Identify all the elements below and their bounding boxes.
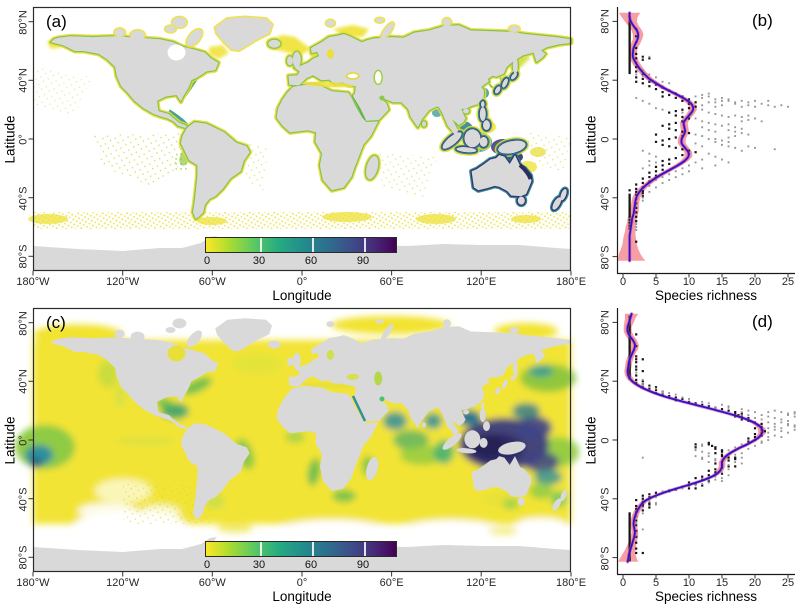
map-c-ytick: 40°N xyxy=(17,369,30,395)
colorbar-gradient xyxy=(205,237,397,253)
scatter-points-light xyxy=(635,55,789,231)
scatter-b-ytick: 40°S xyxy=(599,186,612,211)
scatter-d-xtick: 10 xyxy=(682,577,696,589)
map-a-xtick: 180°W xyxy=(16,276,50,288)
map-c-ytick: 0° xyxy=(17,435,30,446)
smooth-line xyxy=(628,11,695,262)
map-c-xtick: 180°W xyxy=(16,577,50,589)
colorbar-tick-line xyxy=(363,542,366,556)
colorbar-tick-label: 60 xyxy=(304,559,318,571)
axis-ticks xyxy=(612,20,789,278)
map-a-ylabel: Latitude xyxy=(2,115,18,164)
colorbar-gradient xyxy=(205,541,397,557)
map-a-ytick: 80°S xyxy=(17,244,30,269)
scatter-b-xlabel: Species richness xyxy=(654,288,758,303)
scatter-d-xtick: 0 xyxy=(619,577,627,589)
map-c-xlabel: Longitude xyxy=(272,589,332,604)
map-c-ylabel: Latitude xyxy=(2,416,18,465)
scatter-b-ytick: 80°S xyxy=(599,245,612,270)
axis-lines xyxy=(616,308,795,576)
colorbar-tick-line xyxy=(363,238,366,252)
map-a-xtick: 180°E xyxy=(555,276,587,288)
scatter-panel-d xyxy=(612,308,796,579)
axis-ticks xyxy=(612,321,789,579)
map-a-ytick: 40°S xyxy=(17,186,30,211)
map-c-ytick: 80°S xyxy=(17,545,30,570)
map-c-xtick: 120°W xyxy=(106,577,140,589)
map-a-ytick: 80°N xyxy=(17,9,30,35)
map-c-ytick: 40°S xyxy=(17,487,30,512)
colorbar-tick-label: 30 xyxy=(252,255,266,267)
scatter-d-xtick: 15 xyxy=(715,577,729,589)
panel-label-c: (c) xyxy=(46,313,66,332)
inner-seas xyxy=(167,345,385,422)
map-c-xtick: 180°E xyxy=(555,577,587,589)
scatter-b-xtick: 15 xyxy=(715,276,729,288)
speckle-fields xyxy=(28,67,571,229)
colorbar-tick-label: 60 xyxy=(304,255,318,267)
map-a-xlabel: Longitude xyxy=(272,288,332,303)
map-a-xtick: 60°W xyxy=(198,276,226,288)
map-panel-c xyxy=(15,307,579,577)
scatter-d-ylabel: Latitude xyxy=(583,416,599,465)
map-a-ytick: 0° xyxy=(17,134,30,145)
map-c-xtick: 60°W xyxy=(198,577,226,589)
panel-label-d: (d) xyxy=(752,312,773,331)
smooth-confidence-ribbon xyxy=(618,313,767,562)
map-c-xtick: 120°E xyxy=(466,577,497,589)
colorbar-tick-label: 90 xyxy=(356,255,370,267)
smooth-line-halo xyxy=(625,312,765,564)
scatter-b-ytick: 80°N xyxy=(599,9,612,35)
map-c-ytick: 80°N xyxy=(17,310,30,336)
scatter-b-xtick: 10 xyxy=(682,276,696,288)
map-c-xtick: 0° xyxy=(296,577,308,589)
colorbar-tick-label: 30 xyxy=(252,559,266,571)
scatter-d-ytick: 40°S xyxy=(599,487,612,512)
panel-border xyxy=(32,6,572,272)
scatter-d-ytick: 80°N xyxy=(599,310,612,336)
scatter-b-xtick: 5 xyxy=(652,276,660,288)
scatter-d-xlabel: Species richness xyxy=(654,589,758,604)
scatter-d-xtick: 5 xyxy=(652,577,660,589)
scatter-b-xtick: 25 xyxy=(781,276,795,288)
map-a-xtick: 60°E xyxy=(379,276,404,288)
colorbar-panel-a: 0 30 60 90 xyxy=(204,237,397,271)
scatter-d-xtick: 20 xyxy=(748,577,762,589)
scatter-d-ytick: 0 xyxy=(599,437,612,444)
map-a-xtick: 0° xyxy=(296,276,308,288)
scatter-d-ytick: 80°S xyxy=(599,546,612,571)
colorbar-tick-label: 0 xyxy=(203,255,211,267)
axis-ticks xyxy=(28,21,572,276)
map-a-ytick: 40°N xyxy=(17,68,30,94)
axis-ticks xyxy=(28,322,572,577)
smooth-line xyxy=(626,312,764,563)
scatter-b-xtick: 20 xyxy=(748,276,762,288)
map-panel-a xyxy=(28,6,572,276)
panel-border xyxy=(32,307,572,573)
scatter-b-xtick: 0 xyxy=(619,276,627,288)
colorbar-panel-c: 0 30 60 90 xyxy=(204,541,397,575)
map-a-xtick: 120°W xyxy=(106,276,140,288)
axis-lines xyxy=(616,7,795,275)
colorbar-tick-line xyxy=(259,238,262,252)
scatter-d-ytick: 40°N xyxy=(599,369,612,394)
scatter-points-dark xyxy=(628,315,766,562)
scatter-d-xtick: 25 xyxy=(781,577,795,589)
map-a-xtick: 120°E xyxy=(466,276,497,288)
colorbar-tick-label: 0 xyxy=(203,559,211,571)
scatter-b-ytick: 40°N xyxy=(599,68,612,93)
colorbar-tick-label: 90 xyxy=(356,559,370,571)
colorbar-tick-line xyxy=(311,542,314,556)
scatter-b-ytick: 0 xyxy=(599,136,612,143)
inner-seas xyxy=(167,44,533,180)
map-c-xtick: 60°E xyxy=(379,577,404,589)
colorbar-tick-line xyxy=(311,238,314,252)
scatter-panel-b xyxy=(612,7,795,278)
scatter-b-ylabel: Latitude xyxy=(583,115,599,164)
panel-label-a: (a) xyxy=(46,12,67,31)
colorbar-tick-line xyxy=(259,542,262,556)
panel-label-b: (b) xyxy=(752,11,773,30)
